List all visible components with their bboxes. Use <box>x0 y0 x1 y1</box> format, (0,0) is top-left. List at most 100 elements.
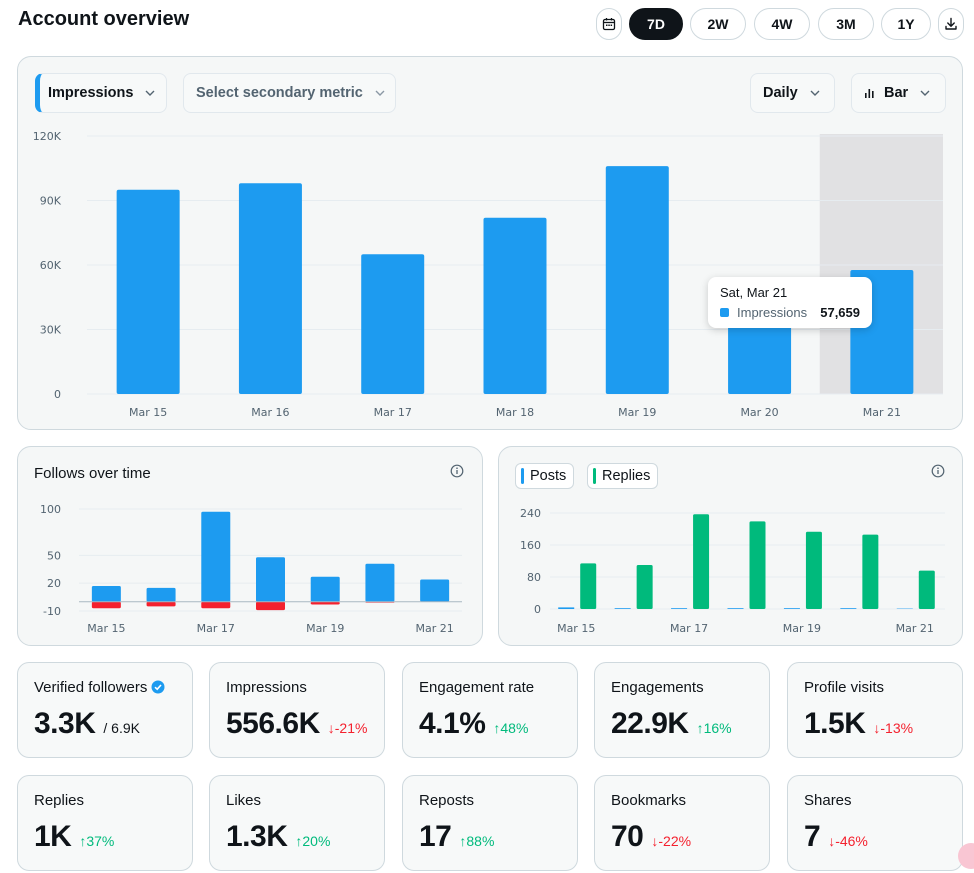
x-tick-label: Mar 17 <box>670 622 708 635</box>
replies-bar <box>749 521 766 609</box>
posts-replies-bar-chart: 0 80 160 240 Mar 15 Mar 17 Mar 19 Mar 21 <box>520 507 945 635</box>
follows-bar <box>201 511 231 602</box>
stat-label-text: Impressions <box>226 678 307 696</box>
stat-value: 22.9K <box>611 707 689 740</box>
impressions-bar-chart: 0 30K 60K 90K 120K Mar 15 Mar 16 Mar 17 Mar 18 Ma… <box>33 130 943 419</box>
range-4w-button[interactable]: 4W <box>754 8 810 40</box>
follows-card-title: Follows over time <box>34 465 151 482</box>
legend-replies[interactable]: Replies <box>587 463 659 489</box>
stat-label: Likes <box>226 790 368 810</box>
y-tick-label: 160 <box>520 539 541 552</box>
follows-bar <box>91 585 121 602</box>
follows-bar <box>365 563 395 602</box>
follows-bar <box>146 587 176 602</box>
stat-card-profile-visits[interactable]: Profile visits 1.5K ↓-13% <box>787 662 963 758</box>
follows-bar <box>256 557 285 602</box>
stat-label: Bookmarks <box>611 790 753 810</box>
stat-label: Verified followers <box>34 677 176 697</box>
stat-label-text: Engagements <box>611 678 704 696</box>
y-tick-label: 80 <box>527 571 541 584</box>
stat-label: Engagements <box>611 677 753 697</box>
replies-bar <box>693 514 710 609</box>
secondary-metric-placeholder: Select secondary metric <box>196 85 363 101</box>
stat-change-value: -46% <box>835 833 868 849</box>
bar <box>238 183 302 394</box>
stat-change-value: -13% <box>880 720 914 736</box>
stat-value: 1.3K <box>226 820 288 853</box>
stat-value: 556.6K <box>226 707 320 740</box>
download-button[interactable] <box>938 8 964 40</box>
stat-card-replies[interactable]: Replies 1K ↑37% <box>17 775 193 871</box>
stat-value-row: 17 ↑88% <box>419 820 561 854</box>
follows-bar <box>420 579 450 602</box>
y-tick-label: 50 <box>47 549 61 562</box>
stat-card-likes[interactable]: Likes 1.3K ↑20% <box>209 775 385 871</box>
unfollows-bar <box>146 601 176 607</box>
stat-value-row: 7 ↓-46% <box>804 820 946 854</box>
stat-label: Profile visits <box>804 677 946 697</box>
stat-card-verified-followers[interactable]: Verified followers 3.3K / 6.9K <box>17 662 193 758</box>
stat-label-text: Bookmarks <box>611 791 687 809</box>
legend-posts[interactable]: Posts <box>515 463 575 489</box>
x-tick-label: Mar 21 <box>416 622 454 635</box>
tooltip-value: 57,659 <box>820 305 860 320</box>
calendar-icon <box>602 18 616 31</box>
posts-replies-card <box>498 446 963 646</box>
range-7d-button[interactable]: 7D <box>629 8 683 40</box>
bar <box>728 320 792 394</box>
stat-card-impressions[interactable]: Impressions 556.6K ↓-21% <box>209 662 385 758</box>
arrow-up-icon: ↑ <box>696 720 704 736</box>
arrow-up-icon: ↑ <box>493 720 501 736</box>
chart-type-dropdown[interactable]: Bar <box>851 73 946 113</box>
calendar-button[interactable] <box>596 8 622 40</box>
stat-change-value: -21% <box>334 720 368 736</box>
arrow-down-icon: ↓ <box>327 720 335 736</box>
stat-value-row: 22.9K ↑16% <box>611 707 753 741</box>
stat-label-text: Verified followers <box>34 678 148 696</box>
stat-change: ↓-13% <box>873 720 913 736</box>
interval-dropdown[interactable]: Daily <box>750 73 835 113</box>
x-tick-label: Mar 21 <box>863 406 901 419</box>
posts-bar <box>614 608 631 609</box>
y-tick-label: -10 <box>43 605 61 618</box>
stat-card-shares[interactable]: Shares 7 ↓-46% <box>787 775 963 871</box>
secondary-metric-dropdown[interactable]: Select secondary metric <box>183 73 396 113</box>
stat-label-text: Replies <box>34 791 85 809</box>
info-icon[interactable] <box>931 464 945 478</box>
stat-card-bookmarks[interactable]: Bookmarks 70 ↓-22% <box>594 775 770 871</box>
stat-label: Engagement rate <box>419 677 561 697</box>
range-3m-button[interactable]: 3M <box>818 8 874 40</box>
stat-card-reposts[interactable]: Reposts 17 ↑88% <box>402 775 578 871</box>
unfollows-bar <box>256 601 285 611</box>
range-2w-button[interactable]: 2W <box>690 8 746 40</box>
x-tick-label: Mar 21 <box>896 622 934 635</box>
stat-card-engagements[interactable]: Engagements 22.9K ↑16% <box>594 662 770 758</box>
stat-card-engagement-rate[interactable]: Engagement rate 4.1% ↑48% <box>402 662 578 758</box>
page-title: Account overview <box>18 8 190 30</box>
y-tick-label: 0 <box>54 388 61 401</box>
stat-change: ↑48% <box>493 720 528 736</box>
stat-change-value: 20% <box>302 833 331 849</box>
stat-value-row: 4.1% ↑48% <box>419 707 561 741</box>
replies-bar <box>862 534 879 609</box>
tooltip-swatch <box>720 308 729 317</box>
stat-change-value: -22% <box>658 833 692 849</box>
stat-value: 3.3K <box>34 707 96 740</box>
stat-value: 4.1% <box>419 707 486 740</box>
stat-change: ↑20% <box>295 833 330 849</box>
stat-value-row: 1K ↑37% <box>34 820 176 854</box>
stat-change: ↓-22% <box>651 833 691 849</box>
stat-value-row: 556.6K ↓-21% <box>226 707 368 741</box>
chevron-down-icon <box>810 90 820 96</box>
interval-label: Daily <box>763 85 798 101</box>
replies-bar <box>805 531 822 609</box>
x-tick-label: Mar 15 <box>87 622 125 635</box>
follows-bar <box>310 576 340 602</box>
stat-value: 1.5K <box>804 707 866 740</box>
range-1y-button[interactable]: 1Y <box>881 8 931 40</box>
stat-change-value: 16% <box>703 720 732 736</box>
primary-metric-dropdown[interactable]: Impressions <box>35 73 167 113</box>
arrow-up-icon: ↑ <box>459 833 467 849</box>
info-icon[interactable] <box>450 464 464 478</box>
floating-badge-icon[interactable] <box>958 843 974 869</box>
